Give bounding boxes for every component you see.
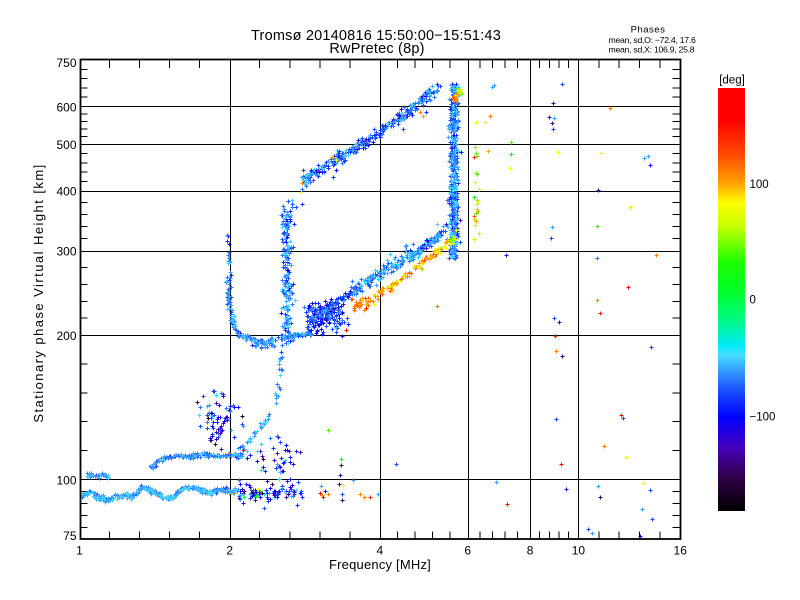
svg-text:0: 0 — [750, 295, 756, 307]
svg-text:mean, sd,X: 106.9, 25.8: mean, sd,X: 106.9, 25.8 — [609, 44, 695, 54]
svg-text:100: 100 — [56, 473, 76, 487]
svg-text:500: 500 — [56, 138, 76, 152]
svg-text:300: 300 — [56, 245, 76, 259]
svg-text:Frequency [MHz]: Frequency [MHz] — [329, 557, 431, 572]
svg-text:1: 1 — [76, 544, 83, 558]
svg-text:mean, sd,O: −72.4, 17.6: mean, sd,O: −72.4, 17.6 — [609, 35, 696, 45]
svg-text:600: 600 — [56, 100, 76, 114]
svg-text:750: 750 — [56, 56, 76, 70]
svg-text:−100: −100 — [750, 412, 776, 424]
svg-text:75: 75 — [63, 529, 77, 543]
svg-text:RwPretec (8p): RwPretec (8p) — [329, 41, 424, 57]
svg-text:2: 2 — [226, 544, 233, 558]
svg-text:100: 100 — [750, 179, 769, 191]
svg-text:400: 400 — [56, 185, 76, 199]
svg-text:4: 4 — [377, 544, 384, 558]
svg-text:16: 16 — [674, 544, 688, 558]
svg-text:200: 200 — [56, 329, 76, 343]
svg-text:Stationary phase Virtual Heigh: Stationary phase Virtual Height [km] — [31, 163, 46, 422]
svg-text:Tromsø 20140816 15:50:00−15:51: Tromsø 20140816 15:50:00−15:51:43 — [251, 28, 501, 44]
svg-text:Phases: Phases — [631, 24, 666, 35]
svg-text:10: 10 — [572, 544, 586, 558]
svg-text:[deg]: [deg] — [719, 75, 745, 87]
svg-text:6: 6 — [464, 544, 471, 558]
svg-text:8: 8 — [527, 544, 534, 558]
